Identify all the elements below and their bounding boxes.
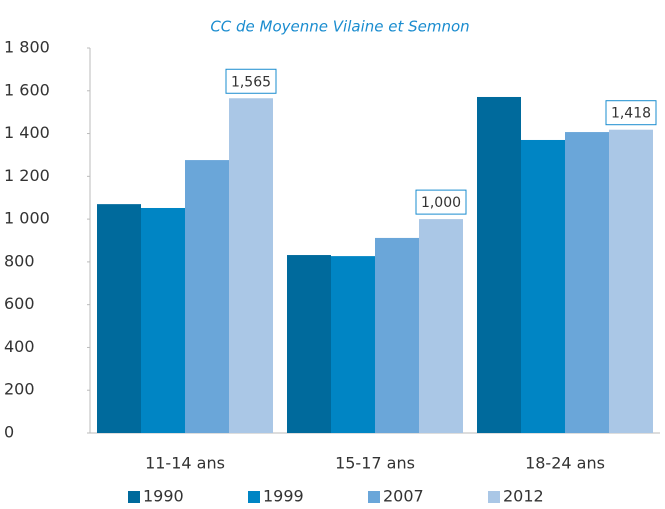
- bar: [609, 129, 653, 433]
- y-tick-label: 1 000: [4, 209, 50, 228]
- bar: [565, 132, 609, 433]
- bar: [419, 219, 463, 433]
- bar: [331, 256, 375, 433]
- y-tick-label: 1 200: [4, 166, 50, 185]
- x-tick-label: 11-14 ans: [145, 454, 225, 473]
- y-tick-label: 1 400: [4, 123, 50, 142]
- legend-label: 2007: [383, 487, 424, 506]
- bar: [185, 160, 229, 434]
- bar: [375, 237, 419, 433]
- y-tick-label: 0: [4, 423, 14, 442]
- value-label: 1,418: [611, 106, 651, 122]
- y-tick-label: 1 800: [4, 38, 50, 57]
- x-tick-label: 18-24 ans: [525, 454, 605, 473]
- bar: [477, 96, 521, 433]
- y-tick-label: 400: [4, 337, 35, 356]
- legend-swatch: [368, 491, 380, 503]
- legend-label: 1999: [263, 487, 304, 506]
- bar: [521, 139, 565, 433]
- bar: [141, 207, 185, 433]
- y-tick-label: 200: [4, 380, 35, 399]
- value-label-box: [605, 100, 657, 126]
- bar: [229, 98, 273, 433]
- bar: [287, 255, 331, 433]
- legend-label: 1990: [143, 487, 184, 506]
- legend-swatch: [128, 491, 140, 503]
- value-label: 1,000: [421, 195, 461, 211]
- value-label-box: [225, 68, 277, 94]
- x-tick-label: 15-17 ans: [335, 454, 415, 473]
- y-tick-label: 800: [4, 251, 35, 270]
- legend-label: 2012: [503, 487, 544, 506]
- value-label: 1,565: [231, 74, 271, 90]
- chart-title: CC de Moyenne Vilaine et Semnon: [210, 18, 469, 36]
- legend-swatch: [488, 491, 500, 503]
- y-tick-label: 1 600: [4, 80, 50, 99]
- bar: [97, 204, 141, 433]
- value-label-box: [415, 189, 467, 215]
- y-tick-label: 600: [4, 294, 35, 313]
- legend-swatch: [248, 491, 260, 503]
